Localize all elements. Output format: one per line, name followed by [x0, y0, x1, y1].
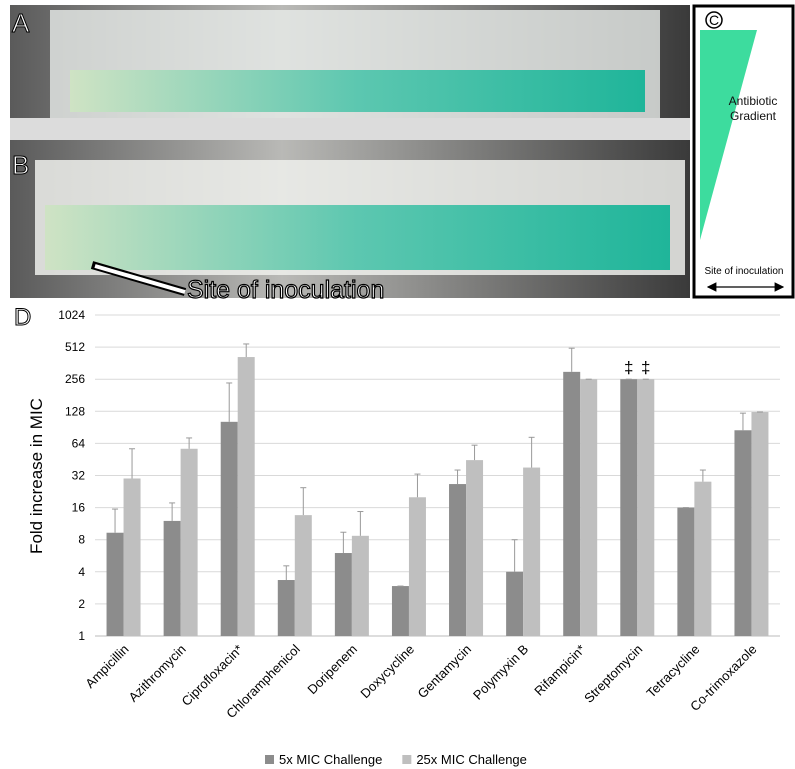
- bar: [466, 460, 483, 636]
- panel-label: A: [12, 8, 30, 38]
- bar: [449, 484, 466, 636]
- bar: [124, 478, 141, 636]
- y-tick-label: 32: [72, 469, 86, 483]
- x-tick-label: Gentamycin: [415, 642, 475, 702]
- bar: [295, 515, 312, 636]
- bar: [278, 580, 295, 636]
- bar: [677, 508, 694, 636]
- x-tick-label: Streptomycin: [581, 642, 645, 706]
- x-tick-label: Azithromycin: [126, 642, 189, 705]
- bar: [734, 430, 751, 636]
- y-tick-label: 8: [78, 533, 85, 547]
- y-tick-label: 256: [65, 372, 85, 386]
- bar: [751, 412, 768, 636]
- bar: [107, 533, 124, 636]
- bar: [352, 536, 369, 636]
- x-tick-label: Polymyxin B: [470, 642, 531, 703]
- bar: [563, 372, 580, 636]
- bar: [335, 553, 352, 636]
- y-tick-label: 512: [65, 340, 85, 354]
- bar: [409, 497, 426, 636]
- bar: [580, 379, 597, 636]
- y-tick-label: 2: [78, 597, 85, 611]
- bar: [637, 379, 654, 636]
- legend-label: 5x MIC Challenge: [279, 752, 382, 767]
- figure: A B Site of inoculation C Site of inocul…: [0, 0, 795, 769]
- y-tick-label: 1: [78, 629, 85, 643]
- chart: A B Site of inoculation C Site of inocul…: [0, 0, 795, 769]
- photo-annotation: Site of inoculation: [187, 276, 384, 304]
- bar: [523, 468, 540, 636]
- gradient-label: Antibiotic Gradient: [718, 94, 788, 124]
- y-tick-label: 4: [78, 565, 85, 579]
- bar: [181, 449, 198, 636]
- panel-label: D: [14, 304, 31, 331]
- bar: [238, 357, 255, 636]
- annotation: ‡: [641, 358, 650, 377]
- legend-swatch: [402, 755, 411, 764]
- photo: A B Site of inoculation: [10, 5, 690, 304]
- bar: [221, 422, 238, 636]
- gradient-panel: C Site of inoculation: [694, 6, 793, 297]
- x-tick-label: Doripenem: [304, 642, 360, 698]
- annotation: ‡: [624, 358, 633, 377]
- legend-label: 25x MIC Challenge: [416, 752, 527, 767]
- x-tick-label: Rifampicin*: [531, 642, 588, 699]
- gradient-annotation: Site of inoculation: [705, 266, 784, 277]
- x-tick-label: Tetracycline: [643, 642, 702, 701]
- bar: [392, 586, 409, 636]
- bar: [506, 572, 523, 636]
- y-tick-label: 64: [72, 436, 86, 450]
- y-axis-label: Fold increase in MIC: [27, 398, 46, 554]
- legend-swatch: [265, 755, 274, 764]
- y-tick-label: 128: [65, 404, 85, 418]
- y-tick-label: 1024: [58, 308, 85, 322]
- x-tick-label: Doxycycline: [357, 642, 417, 702]
- bar: [694, 482, 711, 636]
- panel-label: C: [709, 12, 719, 28]
- bar: [164, 521, 181, 636]
- y-tick-label: 16: [72, 501, 86, 515]
- bar: [620, 379, 637, 636]
- panel-label: B: [12, 150, 29, 180]
- x-tick-label: Ampicillin: [82, 642, 131, 691]
